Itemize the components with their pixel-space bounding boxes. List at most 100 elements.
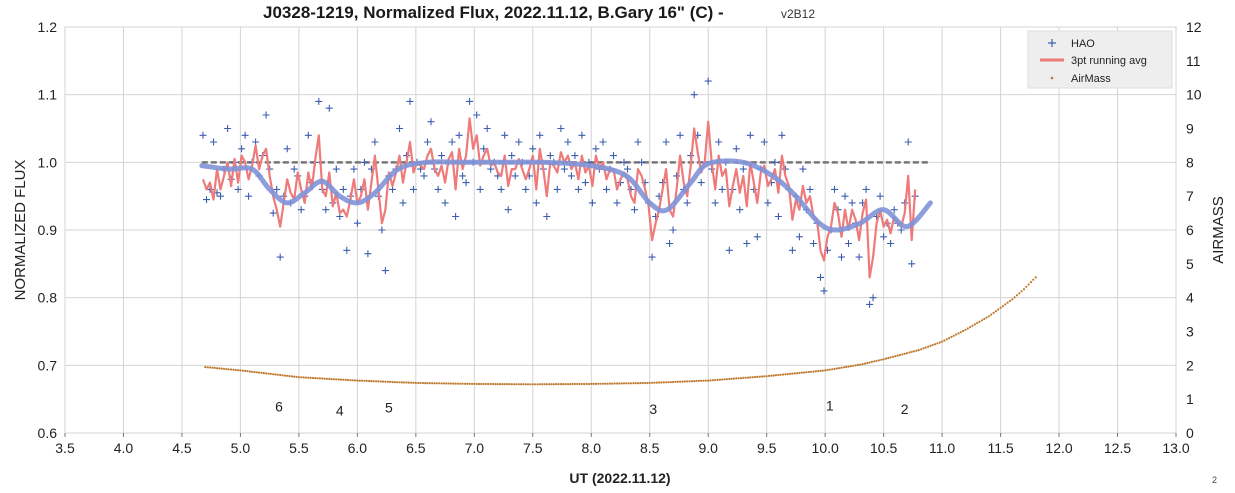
airmass-point bbox=[938, 341, 941, 344]
hao-point bbox=[788, 246, 796, 254]
y-tick-label: 1.2 bbox=[38, 19, 58, 35]
hao-point bbox=[831, 185, 838, 193]
hao-point bbox=[603, 185, 610, 193]
hao-point bbox=[234, 185, 242, 193]
hao-point bbox=[588, 199, 596, 207]
airmass-point bbox=[936, 342, 939, 345]
airmass-point bbox=[924, 346, 927, 349]
airmass-point bbox=[339, 378, 343, 381]
airmass-point bbox=[868, 361, 871, 364]
airmass-point bbox=[658, 381, 661, 384]
airmass-point bbox=[449, 382, 452, 385]
hao-point bbox=[410, 185, 417, 193]
hao-point bbox=[343, 246, 351, 254]
airmass-point bbox=[211, 366, 214, 369]
airmass-point bbox=[814, 370, 817, 373]
hao-point bbox=[904, 138, 912, 146]
airmass-point bbox=[955, 333, 958, 336]
hao-point bbox=[332, 165, 340, 173]
x-tick-label: 5.5 bbox=[289, 440, 309, 456]
airmass-point bbox=[875, 359, 878, 362]
airmass-point bbox=[461, 382, 464, 385]
airmass-point bbox=[863, 362, 867, 365]
airmass-point bbox=[817, 370, 820, 373]
airmass-point bbox=[267, 372, 270, 375]
hao-point bbox=[459, 172, 467, 180]
airmass-point bbox=[840, 366, 843, 369]
airmass-point bbox=[859, 363, 862, 366]
airmass-point bbox=[230, 368, 233, 371]
annotation-label: 4 bbox=[336, 402, 344, 418]
x-tick-label: 5.0 bbox=[231, 440, 251, 456]
airmass-point bbox=[777, 373, 780, 377]
airmass-point bbox=[594, 382, 598, 385]
airmass-point bbox=[627, 382, 630, 385]
airmass-point bbox=[456, 382, 459, 385]
hao-point bbox=[732, 145, 740, 153]
airmass-point bbox=[618, 382, 621, 385]
airmass-point bbox=[711, 379, 715, 382]
airmass-point bbox=[552, 383, 555, 386]
airmass-point bbox=[389, 380, 392, 383]
hao-point bbox=[438, 152, 446, 160]
airmass-point bbox=[445, 382, 448, 385]
hao-point bbox=[820, 287, 828, 295]
airmass-point bbox=[293, 375, 296, 378]
hao-point bbox=[360, 158, 368, 166]
airmass-point bbox=[697, 379, 701, 382]
airmass-point bbox=[693, 380, 696, 383]
airmass-point bbox=[307, 376, 310, 379]
airmass-point bbox=[400, 381, 403, 384]
airmass-point bbox=[314, 377, 317, 380]
airmass-point bbox=[368, 379, 371, 383]
hao-point bbox=[676, 131, 684, 139]
annotation-label: 1 bbox=[826, 398, 834, 414]
airmass-point bbox=[372, 380, 375, 383]
airmass-point bbox=[714, 378, 717, 382]
hao-point bbox=[399, 199, 407, 207]
hao-point bbox=[466, 97, 474, 105]
airmass-point bbox=[849, 365, 853, 368]
hao-point bbox=[529, 145, 537, 153]
airmass-point bbox=[421, 381, 424, 385]
airmass-point bbox=[592, 382, 595, 385]
airmass-point bbox=[679, 380, 682, 383]
airmass-point bbox=[690, 380, 693, 383]
airmass-point bbox=[496, 383, 499, 386]
airmass-point bbox=[508, 383, 511, 386]
airmass-point bbox=[562, 383, 565, 386]
corner-note: 2 bbox=[1212, 475, 1217, 485]
airmass-point bbox=[225, 368, 228, 371]
airmass-point bbox=[873, 360, 876, 363]
airmass-point bbox=[557, 383, 560, 386]
airmass-point bbox=[344, 378, 347, 381]
annotation-label: 2 bbox=[901, 401, 909, 417]
hao-point bbox=[217, 192, 224, 200]
hao-point bbox=[592, 145, 600, 153]
airmass-point bbox=[283, 374, 286, 377]
hao-point bbox=[557, 125, 565, 132]
hao-point bbox=[210, 138, 217, 146]
airmass-point bbox=[676, 380, 679, 383]
airmass-point bbox=[653, 381, 656, 384]
hao-point bbox=[574, 185, 582, 193]
x-tick-label: 10.5 bbox=[870, 440, 897, 456]
y-tick-label: 1.0 bbox=[38, 154, 58, 170]
airmass-point bbox=[244, 369, 247, 372]
hao-point bbox=[795, 233, 803, 241]
airmass-point bbox=[824, 369, 827, 372]
hao-point bbox=[890, 206, 898, 214]
airmass-point bbox=[821, 369, 824, 372]
airmass-point bbox=[274, 373, 277, 376]
airmass-point bbox=[311, 376, 314, 380]
x-tick-label: 6.0 bbox=[348, 440, 368, 456]
airmass-point bbox=[786, 373, 789, 376]
airmass-point bbox=[917, 349, 920, 352]
airmass-point bbox=[213, 366, 216, 369]
hao-point bbox=[290, 165, 298, 173]
hao-point bbox=[378, 226, 386, 234]
hao-point bbox=[648, 253, 656, 261]
airmass-point bbox=[646, 381, 649, 385]
hao-point bbox=[578, 131, 586, 139]
hao-point bbox=[624, 165, 631, 173]
